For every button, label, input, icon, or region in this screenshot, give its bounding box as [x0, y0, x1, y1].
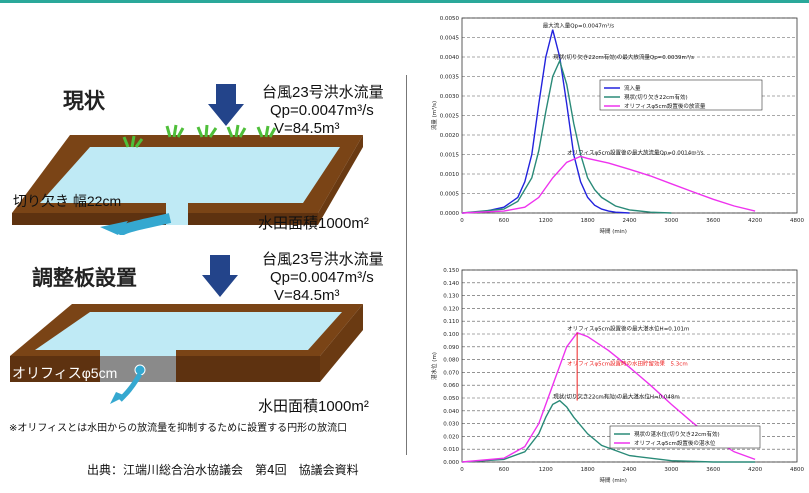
- plate-volume: V=84.5m³: [274, 287, 340, 304]
- current-title: 現状: [63, 89, 105, 113]
- plate-flow-spec: 台風23号洪水流量 Qp=0.0047m³/s V=84.5m³: [262, 251, 384, 305]
- x-tick-label: 1800: [581, 467, 595, 473]
- y-tick-label: 0.060: [443, 383, 459, 389]
- y-tick-label: 0.0035: [440, 75, 460, 81]
- plate-area: 水田面積1000m²: [258, 398, 369, 415]
- discharge-chart: 0.0000 0.0005 0.0010 0.0015 0.0020 0.0025 0.00…: [430, 16, 804, 235]
- x-axis-label: 時間 (min): [600, 476, 627, 484]
- y-tick-label: 0.090: [443, 345, 459, 351]
- legend-label: 現状(切り欠き22cm有効): [624, 93, 688, 101]
- x-tick-label: 4200: [748, 467, 762, 473]
- current-typhoon: 台風23号洪水流量: [262, 84, 384, 101]
- current-volume: V=84.5m³: [274, 120, 340, 137]
- outflow-arrow-icon: [118, 372, 143, 402]
- legend-label: 流入量: [624, 84, 641, 92]
- x-tick-label: 2400: [623, 218, 637, 224]
- plot-area: [461, 269, 798, 463]
- x-tick-label: 3600: [706, 467, 720, 473]
- paddy-field-plate: [10, 304, 363, 404]
- top-accent-bar: [0, 0, 809, 3]
- down-arrow-icon: [202, 255, 238, 297]
- annotation-label: オリフィスφ5cm設置時の水田貯留効果 5.3cm: [567, 359, 688, 367]
- current-flow-spec: 台風23号洪水流量 Qp=0.0047m³/s V=84.5m³: [262, 84, 384, 138]
- y-tick-label: 0.080: [443, 358, 459, 364]
- y-tick-label: 0.130: [443, 294, 459, 300]
- x-tick-label: 600: [499, 467, 510, 473]
- y-tick-label: 0.0045: [440, 36, 460, 42]
- current-qp: Qp=0.0047m³/s: [270, 102, 374, 119]
- y-axis-label: 湛水位 (m): [430, 352, 438, 380]
- legend-box: [599, 79, 763, 111]
- y-tick-label: 0.0015: [440, 153, 460, 159]
- annotation-label: オリフィスφ5cm設置後の最大湛水位H=0.101m: [567, 325, 689, 333]
- y-tick-label: 0.100: [443, 332, 459, 338]
- paddy-field-current: [12, 124, 363, 235]
- current-area: 水田面積1000m²: [258, 215, 369, 232]
- y-tick-label: 0.150: [443, 268, 459, 274]
- x-axis-label: 時間 (min): [600, 227, 627, 235]
- x-tick-label: 1200: [539, 467, 553, 473]
- y-tick-label: 0.0025: [440, 114, 460, 120]
- x-tick-label: 3000: [664, 218, 678, 224]
- series-line-1: [461, 29, 630, 214]
- y-tick-label: 0.0000: [440, 211, 460, 217]
- divider: [406, 75, 407, 455]
- series-line-2: [461, 58, 672, 214]
- down-arrow-icon: [208, 84, 244, 126]
- x-tick-label: 1800: [581, 218, 595, 224]
- legend-label: オリフィスφ5cm設置後の放流量: [624, 102, 706, 110]
- x-tick-label: 3000: [664, 467, 678, 473]
- y-tick-label: 0.010: [443, 447, 459, 453]
- y-tick-label: 0.0030: [440, 94, 460, 100]
- plate-typhoon: 台風23号洪水流量: [262, 251, 384, 268]
- x-tick-label: 2400: [623, 467, 637, 473]
- y-tick-label: 0.0005: [440, 192, 460, 198]
- y-tick-label: 0.0040: [440, 55, 460, 61]
- y-tick-label: 0.0050: [440, 16, 460, 22]
- y-tick-label: 0.050: [443, 396, 459, 402]
- plate-title: 調整板設置: [32, 266, 137, 290]
- legend-label: オリフィスφ5cm設置後の湛水位: [634, 439, 716, 447]
- y-tick-label: 0.110: [443, 319, 459, 325]
- notch-gap: [166, 203, 188, 225]
- y-tick-label: 0.040: [443, 409, 459, 415]
- y-tick-label: 0.030: [443, 422, 459, 428]
- orifice-label: オリフィスφ5cm: [12, 365, 118, 381]
- legend-label: 現状の湛水位(切り欠き22cm有効): [634, 430, 720, 438]
- y-tick-label: 0.120: [443, 306, 459, 312]
- grass-icon: [122, 124, 277, 148]
- plate-qp: Qp=0.0047m³/s: [270, 269, 374, 286]
- orifice-icon: [134, 364, 146, 376]
- x-tick-label: 0: [460, 218, 464, 224]
- notch-label: 切り欠き 幅22cm: [13, 193, 122, 209]
- series-line-3: [461, 155, 756, 214]
- y-tick-label: 0.0010: [440, 172, 460, 178]
- annotation-label: 現状(切り欠き22cm有効)の最大湛水位H=0.048m: [553, 393, 680, 401]
- x-tick-label: 4800: [790, 467, 804, 473]
- y-tick-label: 0.0020: [440, 133, 460, 139]
- x-tick-label: 1200: [539, 218, 553, 224]
- annotation-label: 最大流入量Qp=0.0047m³/s: [543, 22, 615, 30]
- annotation-label: オリフィスφ5cm設置後の最大放流量Qp=0.0014m³/s: [567, 148, 703, 156]
- y-tick-label: 0.020: [443, 434, 459, 440]
- x-tick-label: 4800: [790, 218, 804, 224]
- x-tick-label: 3600: [706, 218, 720, 224]
- x-tick-label: 4200: [748, 218, 762, 224]
- y-tick-label: 0.000: [443, 460, 459, 466]
- y-tick-label: 0.140: [443, 281, 459, 287]
- paddy-water: [35, 312, 342, 350]
- y-tick-label: 0.070: [443, 370, 459, 376]
- y-axis-label: 流量 (m³/s): [430, 101, 438, 130]
- series-line-1: [461, 399, 756, 463]
- paddy-water: [40, 147, 340, 203]
- annotation-label: 現状(切り欠き22cm有効)の最大放流量Qp=0.0039m³/s: [553, 53, 694, 61]
- orifice-note: ※オリフィスとは水田からの放流量を抑制するために設置する円形の放流口: [9, 423, 348, 434]
- x-tick-label: 0: [460, 467, 464, 473]
- water-level-chart: 0.000 0.010 0.020 0.030 0.040 0.050 0.060 0.070…: [430, 268, 804, 484]
- legend-box: [609, 425, 761, 449]
- x-tick-label: 600: [499, 218, 510, 224]
- source-citation: 出典：江端川総合治水協議会 第4回 協議会資料: [87, 463, 359, 477]
